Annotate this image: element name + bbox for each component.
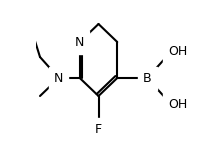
Text: B: B	[143, 72, 152, 84]
Text: OH: OH	[168, 98, 187, 111]
Text: OH: OH	[168, 45, 187, 58]
Text: F: F	[95, 123, 102, 136]
Text: N: N	[75, 36, 84, 48]
Text: N: N	[54, 72, 63, 84]
